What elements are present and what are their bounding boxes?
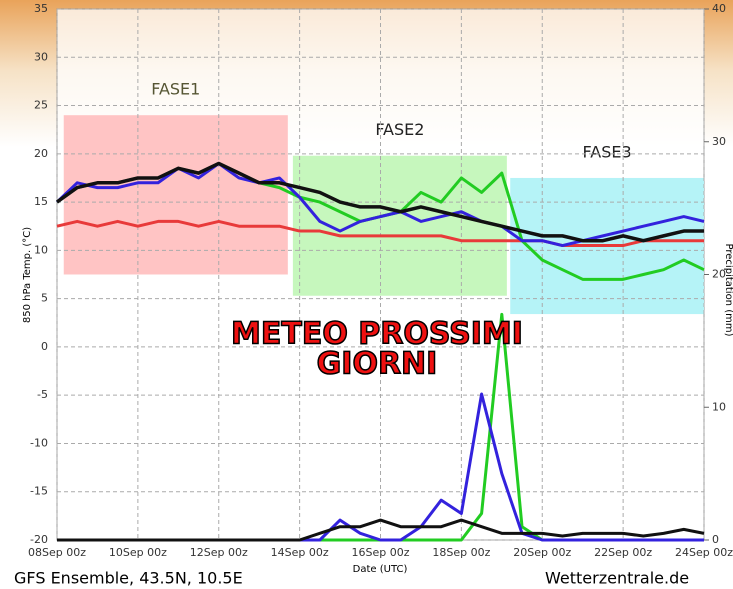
series-line (56, 219, 704, 248)
x-tick-label: 20Sep 00z (513, 546, 571, 559)
x-tick-label: 10Sep 00z (109, 546, 167, 559)
x-tick-label: 24Sep 00z (675, 546, 733, 559)
y-axis-label: 850 hPa Temp. (°C) (22, 227, 33, 323)
series-line (57, 518, 705, 542)
y2-axis-label: Precipitation (mm) (723, 244, 733, 337)
series-line (55, 161, 705, 248)
y2-tick-label: 0 (712, 533, 719, 546)
y2-tick-label: 10 (712, 400, 726, 413)
phase-box (63, 115, 288, 275)
y-tick-label: -10 (30, 436, 48, 449)
y-tick-label: 20 (34, 147, 48, 160)
y-tick-label: 10 (34, 243, 48, 256)
x-tick-label: 22Sep 00z (594, 546, 652, 559)
x-tick-label: 14Sep 00z (271, 546, 329, 559)
y-tick-label: -5 (37, 388, 48, 401)
overlay-title: METEO PROSSIMI GIORNI (230, 316, 523, 383)
y2-tick-label: 20 (712, 268, 726, 281)
overlay-line: METEO PROSSIMI (231, 317, 523, 352)
y2-tick-label: 40 (712, 2, 726, 15)
footer-right: Wetterzentrale.de (545, 569, 689, 588)
series-line (55, 161, 704, 243)
y-tick-label: 0 (41, 340, 48, 353)
phase-label: FASE3 (583, 142, 632, 161)
y-tick-label: 35 (34, 2, 48, 15)
y-tick-label: 30 (34, 50, 48, 63)
footer-left: GFS Ensemble, 43.5N, 10.5E (14, 569, 243, 588)
y-tick-label: 15 (34, 195, 48, 208)
x-tick-label: 12Sep 00z (190, 546, 248, 559)
plot-layer: FASE1 FASE2 FASE3 -20 -15 -10 -5 0 5 10 15 20 25 30 35… (28, 2, 733, 559)
y2-tick-label: 30 (712, 135, 726, 148)
phase-label: FASE2 (375, 120, 424, 139)
overlay-line: GIORNI (317, 347, 438, 382)
x-tick-label: 18Sep 00z (432, 546, 490, 559)
x-tick-label: 16Sep 00z (352, 546, 410, 559)
y-tick-label: 25 (34, 99, 48, 112)
y-tick-label: 5 (41, 292, 48, 305)
phase-label: FASE1 (151, 80, 200, 99)
x-axis-label: Date (UTC) (353, 564, 408, 575)
phase-box (292, 155, 507, 296)
y-tick-label: -15 (30, 485, 48, 498)
x-tick-label: 08Sep 00z (28, 546, 86, 559)
y-tick-label: -20 (30, 533, 48, 546)
